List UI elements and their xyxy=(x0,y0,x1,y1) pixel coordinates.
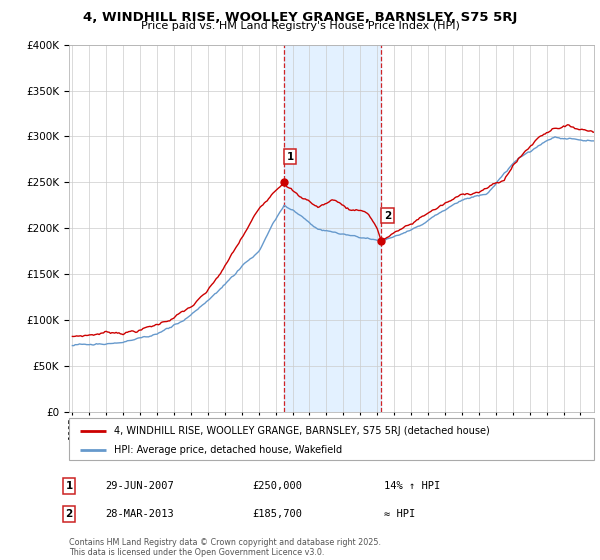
Text: ≈ HPI: ≈ HPI xyxy=(384,509,415,519)
Text: HPI: Average price, detached house, Wakefield: HPI: Average price, detached house, Wake… xyxy=(113,445,342,455)
Text: £185,700: £185,700 xyxy=(252,509,302,519)
Text: 28-MAR-2013: 28-MAR-2013 xyxy=(105,509,174,519)
Text: Price paid vs. HM Land Registry's House Price Index (HPI): Price paid vs. HM Land Registry's House … xyxy=(140,21,460,31)
Text: 4, WINDHILL RISE, WOOLLEY GRANGE, BARNSLEY, S75 5RJ (detached house): 4, WINDHILL RISE, WOOLLEY GRANGE, BARNSL… xyxy=(113,426,490,436)
FancyBboxPatch shape xyxy=(69,418,594,460)
Text: 1: 1 xyxy=(65,481,73,491)
Text: 2: 2 xyxy=(65,509,73,519)
Text: 1: 1 xyxy=(286,152,293,162)
Bar xyxy=(284,45,382,412)
Text: 4, WINDHILL RISE, WOOLLEY GRANGE, BARNSLEY, S75 5RJ: 4, WINDHILL RISE, WOOLLEY GRANGE, BARNSL… xyxy=(83,11,517,24)
Text: 14% ↑ HPI: 14% ↑ HPI xyxy=(384,481,440,491)
Text: £250,000: £250,000 xyxy=(252,481,302,491)
Text: 29-JUN-2007: 29-JUN-2007 xyxy=(105,481,174,491)
Text: Contains HM Land Registry data © Crown copyright and database right 2025.
This d: Contains HM Land Registry data © Crown c… xyxy=(69,538,381,557)
Text: 2: 2 xyxy=(384,211,391,221)
